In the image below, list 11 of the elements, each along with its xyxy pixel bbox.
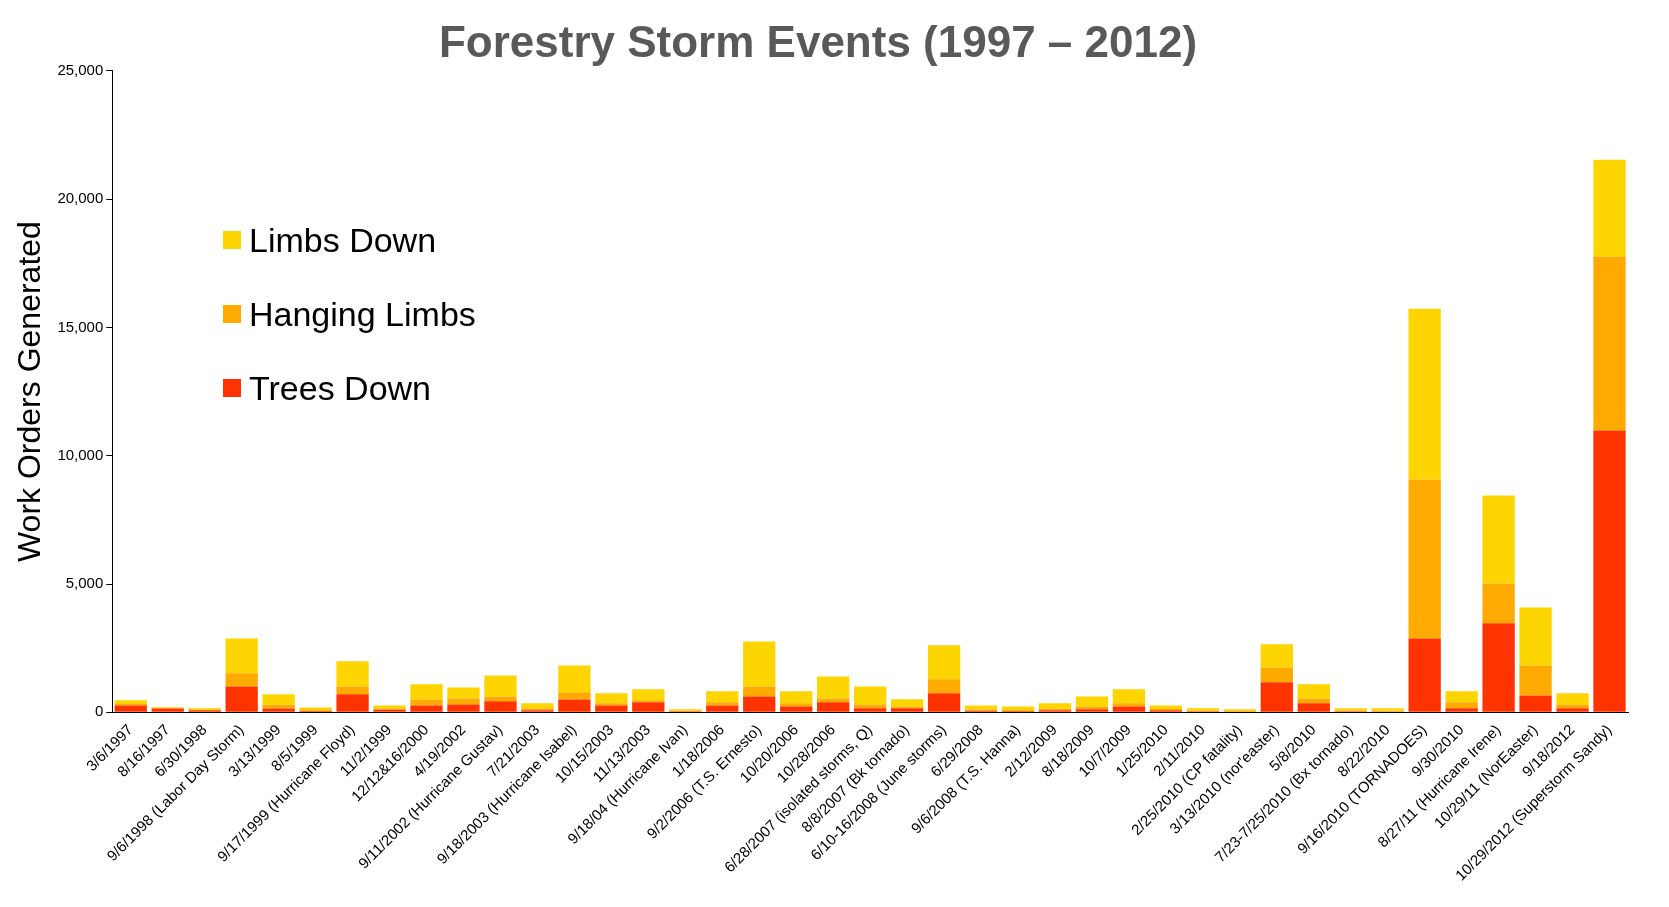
legend-label: Trees Down: [249, 368, 432, 409]
y-tick-label: 25,000: [57, 60, 104, 78]
y-tick-label: 20,000: [57, 189, 104, 207]
y-axis-title: Work Orders Generated: [11, 221, 48, 563]
chart-title: Forestry Storm Events (1997 – 2012): [438, 16, 1198, 66]
legend-label: Limbs Down: [249, 220, 437, 261]
y-tick-label: 5,000: [65, 574, 104, 592]
y-tick-label: 10,000: [57, 445, 104, 463]
y-tick-label: 0: [94, 702, 104, 720]
legend-label: Hanging Limbs: [249, 294, 476, 335]
y-tick-label: 15,000: [57, 317, 104, 335]
